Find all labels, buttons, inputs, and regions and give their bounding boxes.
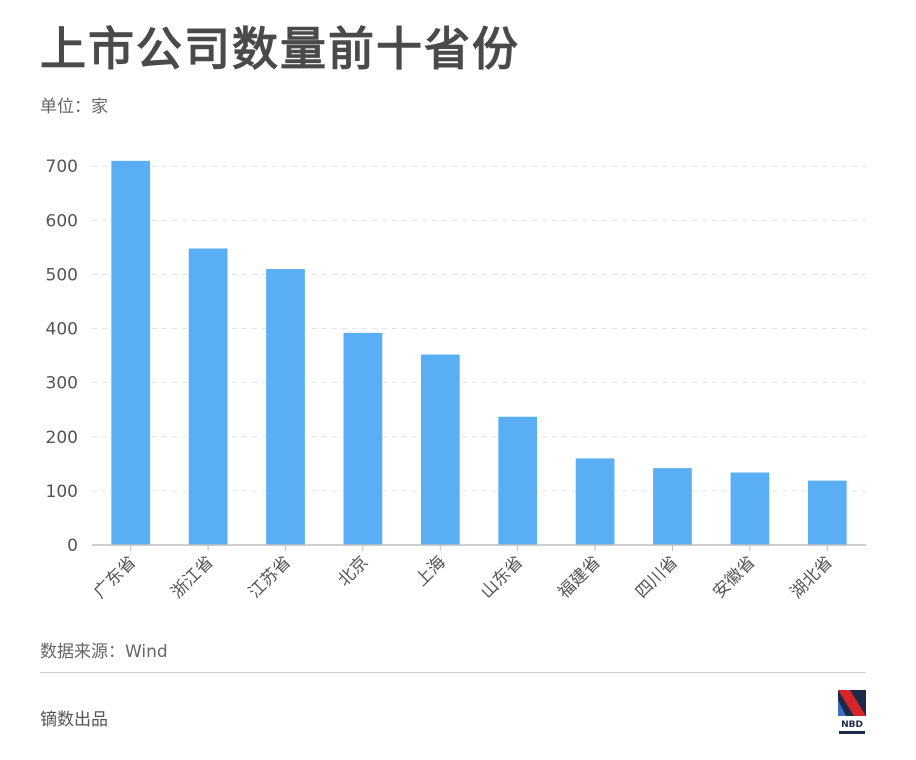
x-tick-label: 湖北省 [787, 552, 837, 602]
bars [111, 160, 847, 546]
y-tick-label: 200 [46, 428, 78, 448]
nbd-logo-icon: NBD [838, 690, 866, 734]
x-tick-label: 山东省 [477, 552, 527, 602]
y-axis-ticks: 0 100 200 300 400 500 600 700 [46, 157, 78, 556]
chart-title: 上市公司数量前十省份 [40, 22, 520, 76]
x-tick-label: 福建省 [554, 552, 604, 602]
y-tick-label: 500 [46, 265, 78, 285]
data-source: 数据来源：Wind [40, 642, 168, 662]
y-tick-label: 700 [46, 157, 78, 177]
x-tick-label: 安徽省 [709, 552, 759, 602]
x-tick-label: 浙江省 [167, 552, 217, 602]
bar-7 [653, 468, 692, 545]
bar-2 [266, 269, 305, 545]
x-tick-label: 上海 [412, 552, 450, 590]
bar-8 [730, 472, 770, 545]
x-tick-label: 江苏省 [245, 552, 295, 602]
bar-0 [111, 160, 151, 546]
logo-text: NBD [841, 720, 863, 730]
y-tick-label: 600 [46, 211, 78, 231]
bar-chart: 0 100 200 300 400 500 600 700 广东省 浙江省 江苏省 北京 上海 山东省福… [46, 157, 866, 603]
bar-1 [188, 248, 228, 546]
bar-6 [575, 458, 615, 545]
x-tick-label: 广东省 [90, 552, 140, 602]
bar-3 [343, 332, 383, 545]
x-tick-label: 四川省 [632, 552, 682, 602]
bar-9 [807, 480, 847, 545]
unit-label: 单位：家 [40, 97, 108, 117]
y-tick-label: 300 [46, 374, 78, 394]
y-tick-label: 0 [67, 536, 78, 556]
x-axis-ticks: 广东省 浙江省 江苏省 北京 上海 山东省 福建省 四川省 安徽省 湖北省 [90, 545, 837, 603]
y-tick-label: 100 [46, 482, 78, 502]
y-tick-label: 400 [46, 320, 78, 340]
x-tick-label: 北京 [334, 552, 372, 590]
bar-5 [498, 416, 538, 545]
bar-4 [420, 354, 460, 545]
producer-credit: 镝数出品 [40, 710, 108, 730]
footer-divider [40, 672, 866, 673]
